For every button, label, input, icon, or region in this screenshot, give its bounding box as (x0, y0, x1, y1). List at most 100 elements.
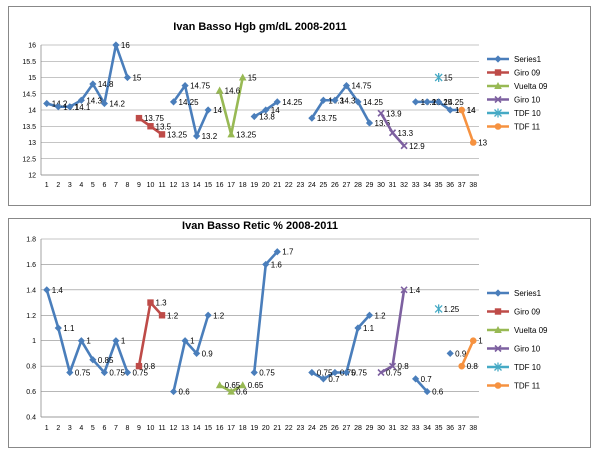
x-tick-label: 1 (45, 425, 49, 432)
y-tick-label: 13.5 (22, 124, 36, 131)
legend-label: TDF 10 (514, 363, 541, 372)
x-tick-label: 38 (469, 425, 477, 432)
data-point (400, 286, 408, 294)
legend-item: Giro 10 (487, 345, 541, 354)
x-tick-label: 15 (204, 425, 212, 432)
data-point (135, 114, 143, 122)
x-tick-label: 30 (377, 425, 385, 432)
data-point (446, 349, 454, 358)
data-point (458, 106, 466, 114)
data-label: 14.25 (179, 98, 200, 107)
legend-label: Vuelta 09 (514, 326, 548, 335)
series-tdf-10: 15 (434, 73, 453, 83)
chart-title: Ivan Basso Hgb gm/dL 2008-2011 (173, 21, 346, 33)
series-line (380, 289, 406, 374)
data-label: 0.75 (259, 369, 275, 378)
data-label: 13.25 (167, 130, 188, 139)
x-tick-label: 16 (216, 425, 224, 432)
data-label: 13.2 (202, 132, 218, 141)
y-tick-label: 12.5 (22, 156, 36, 163)
x-tick-label: 23 (296, 425, 304, 432)
data-label: 13.25 (236, 130, 257, 139)
x-tick-label: 35 (435, 182, 443, 189)
data-label: 14.3 (86, 96, 102, 105)
data-point (100, 368, 108, 377)
x-tick-label: 11 (158, 182, 165, 189)
x-tick-label: 38 (469, 182, 477, 189)
data-label: 1.1 (63, 324, 75, 333)
legend: Series1 Giro 09 Vuelta 09 Giro 10 TDF 10 TDF … (487, 55, 548, 132)
x-tick-label: 30 (377, 182, 385, 189)
x-tick-label: 8 (125, 182, 129, 189)
data-label: 0.9 (455, 349, 467, 358)
data-label: 0.8 (144, 362, 156, 371)
x-tick-label: 19 (250, 425, 258, 432)
data-label: 1.6 (271, 260, 283, 269)
data-label: 14.25 (363, 98, 384, 107)
y-tick-label: 0.4 (26, 415, 36, 422)
y-tick-label: 12 (28, 173, 36, 180)
x-tick-label: 31 (389, 182, 397, 189)
data-label: 14.6 (225, 87, 241, 96)
series-line (45, 289, 129, 374)
data-point (158, 312, 166, 319)
data-point (434, 73, 443, 82)
data-label: 1.2 (213, 311, 225, 320)
data-label: 14.1 (75, 103, 91, 112)
data-label: 14.25 (421, 98, 442, 107)
data-point (319, 96, 327, 104)
hgb-chart: Ivan Basso Hgb gm/dL 2008-2011 1212.5131… (22, 21, 548, 189)
x-tick-label: 23 (296, 182, 304, 189)
data-point (331, 96, 339, 104)
data-point (181, 82, 189, 90)
legend-label: Giro 10 (514, 345, 541, 354)
x-tick-label: 8 (125, 425, 129, 432)
x-tick-label: 29 (366, 425, 374, 432)
data-label: 14 (467, 106, 476, 115)
series-tdf-11: 14 13 (458, 106, 488, 148)
chart-title: Ivan Basso Retic % 2008-2011 (182, 220, 338, 232)
x-tick-label: 10 (147, 182, 155, 189)
data-point (331, 368, 339, 377)
y-tick-label: 1 (32, 338, 36, 345)
data-point (204, 106, 212, 114)
data-point (365, 311, 374, 319)
x-tick-label: 32 (400, 425, 408, 432)
data-label: 12.9 (409, 142, 425, 151)
data-label: 14.25 (444, 98, 465, 107)
data-point (319, 375, 327, 383)
data-label: 14.2 (109, 100, 125, 109)
x-tick-label: 12 (170, 425, 178, 432)
data-point (158, 131, 166, 138)
y-tick-label: 0.6 (26, 389, 36, 396)
data-point (215, 86, 224, 94)
legend-item: TDF 11 (487, 123, 541, 132)
data-label: 14.75 (351, 82, 372, 91)
x-tick-label: 22 (285, 182, 293, 189)
legend-label: Giro 09 (514, 308, 541, 317)
x-tick-label: 28 (354, 182, 362, 189)
x-tick-label: 26 (331, 425, 339, 432)
y-tick-label: 0.8 (26, 364, 36, 371)
x-tick-label: 27 (343, 182, 351, 189)
data-point (54, 103, 62, 111)
data-label: 13.75 (144, 114, 165, 123)
data-label: 13.75 (317, 114, 338, 123)
x-tick-label: 29 (366, 182, 374, 189)
series-line (252, 250, 279, 373)
legend-label: Series1 (514, 289, 542, 298)
data-point (354, 98, 362, 106)
legend-item: Vuelta 09 (487, 326, 548, 335)
x-tick-label: 16 (216, 182, 224, 189)
x-tick-label: 17 (227, 425, 235, 432)
y-tick-label: 1.2 (26, 313, 36, 320)
x-tick-label: 36 (446, 182, 454, 189)
data-label: 13.5 (156, 122, 172, 131)
data-label: 14.75 (190, 82, 211, 91)
data-label: 0.75 (109, 369, 125, 378)
legend-label: TDF 11 (514, 123, 541, 132)
data-point (250, 368, 258, 377)
x-tick-label: 10 (147, 425, 155, 432)
data-point (377, 368, 385, 377)
x-tick-label: 37 (458, 182, 466, 189)
